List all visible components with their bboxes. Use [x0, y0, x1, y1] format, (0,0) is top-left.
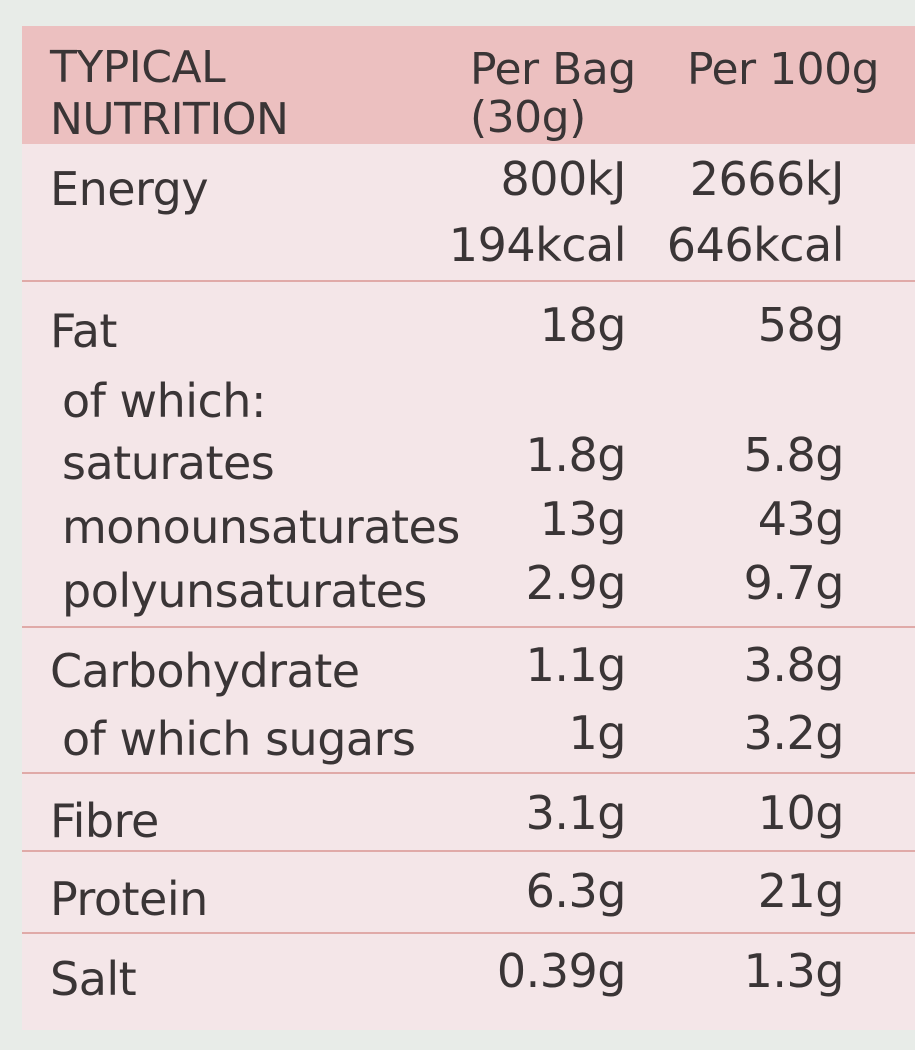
- monounsaturates-per-100g: 43g: [757, 492, 845, 546]
- carbohydrate-per-bag: 1.1g: [525, 638, 627, 692]
- carbohydrate-label: Carbohydrate: [50, 644, 360, 698]
- carbohydrate-per-100g: 3.8g: [743, 638, 845, 692]
- fat-per-bag: 18g: [539, 298, 627, 352]
- energy-per-bag-kcal: 194kcal: [448, 218, 627, 272]
- sugars-label: of which sugars: [62, 712, 416, 766]
- fibre-per-bag: 3.1g: [525, 786, 627, 840]
- polyunsaturates-label: polyunsaturates: [62, 564, 427, 618]
- fibre-per-100g: 10g: [757, 786, 845, 840]
- divider: [22, 280, 915, 282]
- sugars-per-bag: 1g: [568, 706, 627, 760]
- header-title-line2: NUTRITION: [50, 94, 289, 145]
- energy-per-100g-kcal: 646kcal: [666, 218, 845, 272]
- energy-per-bag-kj: 800kJ: [500, 152, 626, 206]
- divider: [22, 772, 915, 774]
- fibre-label: Fibre: [50, 794, 159, 848]
- saturates-per-100g: 5.8g: [743, 428, 845, 482]
- protein-per-bag: 6.3g: [525, 864, 627, 918]
- saturates-label: saturates: [62, 436, 275, 490]
- sugars-per-100g: 3.2g: [743, 706, 845, 760]
- polyunsaturates-per-bag: 2.9g: [525, 556, 627, 610]
- fat-per-100g: 58g: [757, 298, 845, 352]
- protein-per-100g: 21g: [757, 864, 845, 918]
- header-per-100g: Per 100g: [687, 44, 880, 95]
- energy-label: Energy: [50, 162, 209, 216]
- divider: [22, 932, 915, 934]
- energy-per-100g-kj: 2666kJ: [689, 152, 845, 206]
- fat-label: Fat: [50, 304, 117, 358]
- divider: [22, 626, 915, 628]
- saturates-per-bag: 1.8g: [525, 428, 627, 482]
- monounsaturates-per-bag: 13g: [539, 492, 627, 546]
- polyunsaturates-per-100g: 9.7g: [743, 556, 845, 610]
- divider: [22, 850, 915, 852]
- header-per-bag-size: (30g): [470, 92, 586, 143]
- salt-per-100g: 1.3g: [743, 944, 845, 998]
- monounsaturates-label: monounsaturates: [62, 500, 460, 554]
- table-header: [22, 26, 915, 144]
- salt-label: Salt: [50, 952, 137, 1006]
- header-per-bag: Per Bag: [470, 44, 636, 95]
- header-title-line1: TYPICAL: [50, 42, 226, 93]
- of-which-label: of which:: [62, 374, 266, 428]
- nutrition-table: TYPICAL NUTRITION Per Bag (30g) Per 100g…: [22, 26, 915, 1030]
- protein-label: Protein: [50, 872, 208, 926]
- salt-per-bag: 0.39g: [496, 944, 627, 998]
